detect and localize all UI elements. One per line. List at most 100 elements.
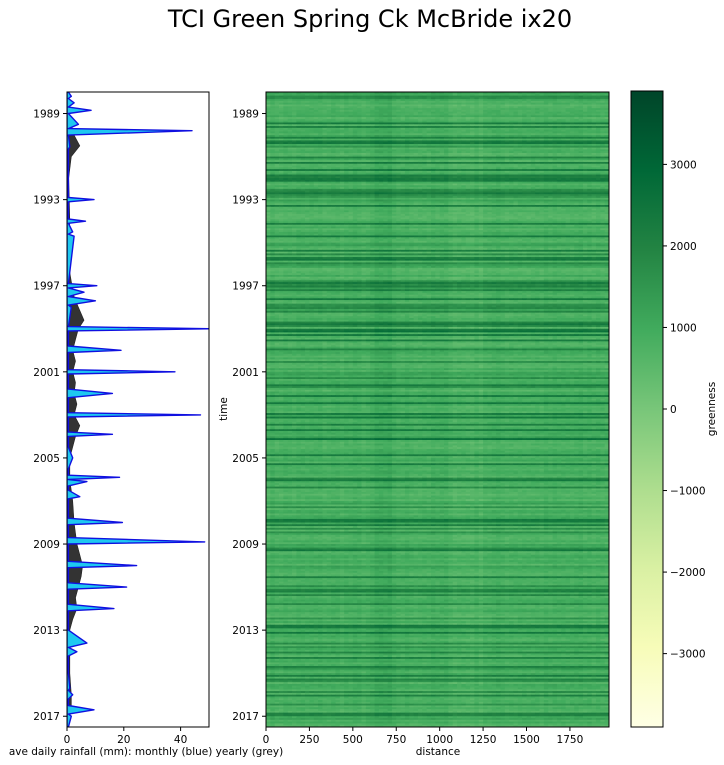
heatmap-cell: [417, 122, 423, 125]
heatmap-cell: [543, 92, 549, 95]
heatmap-cell: [357, 97, 362, 100]
heatmap-cell: [496, 147, 501, 150]
heatmap-cell: [522, 152, 527, 156]
heatmap-cell: [587, 100, 593, 104]
heatmap-cell: [430, 97, 436, 100]
heatmap-cell: [470, 147, 475, 150]
heatmap-cell: [383, 117, 388, 120]
heatmap-cell: [413, 145, 419, 148]
heatmap-cell: [496, 97, 501, 100]
heatmap-cell: [335, 106, 341, 109]
heatmap-cell: [569, 117, 575, 120]
heatmap-cell: [517, 124, 523, 127]
heatmap-cell: [496, 111, 501, 114]
heatmap-cell: [452, 92, 458, 95]
heatmap-cell: [591, 152, 597, 156]
heatmap-cell: [357, 95, 362, 98]
heatmap-cell: [513, 104, 519, 107]
heatmap-cell: [335, 100, 341, 104]
heatmap-cell: [569, 100, 575, 104]
heatmap-cell: [430, 152, 436, 156]
heatmap-cell: [513, 100, 519, 104]
heatmap-cell: [483, 111, 488, 114]
heatmap-cell: [478, 133, 484, 136]
heatmap-cell: [404, 158, 410, 161]
heatmap-cell: [378, 104, 384, 107]
heatmap-cell: [396, 109, 401, 113]
heatmap-cell: [426, 131, 432, 134]
heatmap-cell: [604, 145, 609, 148]
heatmap-cell: [283, 97, 289, 100]
heatmap-cell: [335, 154, 341, 157]
heatmap-cell: [487, 117, 493, 120]
heatmap-cell: [556, 142, 562, 145]
heatmap-cell: [365, 120, 371, 123]
heatmap-cell: [539, 129, 545, 132]
heatmap-cell: [292, 97, 297, 100]
heatmap-cell: [322, 99, 328, 102]
heatmap-cell: [396, 147, 401, 150]
heatmap-cell: [339, 100, 345, 104]
heatmap-cell: [526, 95, 532, 98]
heatmap-cell: [487, 160, 493, 163]
heatmap-cell: [391, 111, 397, 114]
heatmap-cell: [266, 124, 271, 127]
heatmap-cell: [496, 106, 501, 109]
heatmap-cell: [426, 113, 432, 116]
heatmap-cell: [266, 122, 271, 125]
heatmap-cell: [543, 154, 549, 157]
heatmap-cell: [292, 100, 297, 104]
heatmap-cell: [600, 104, 606, 107]
heatmap-cell: [370, 142, 375, 145]
heatmap-cell: [335, 138, 341, 141]
heatmap-cell: [504, 102, 510, 105]
heatmap-cell: [339, 124, 345, 127]
heatmap-cell: [400, 113, 406, 116]
heatmap-cell: [474, 138, 480, 141]
heatmap-cell: [587, 106, 593, 109]
heatmap-cell: [292, 147, 297, 150]
heatmap-cell: [335, 117, 341, 120]
heatmap-cell: [283, 111, 289, 114]
heatmap-cell: [361, 102, 367, 105]
heatmap-cell: [266, 152, 271, 156]
heatmap-cell: [600, 142, 606, 145]
heatmap-cell: [383, 129, 388, 132]
heatmap-cell: [274, 120, 280, 123]
heatmap-cell: [305, 144, 310, 147]
heatmap-cell: [270, 99, 276, 102]
heatmap-cell: [543, 147, 549, 150]
heatmap-cell: [292, 117, 297, 120]
heatmap-cell: [422, 131, 428, 134]
heatmap-cell: [457, 131, 462, 134]
heatmap-cell: [300, 133, 306, 136]
heatmap-cell: [378, 108, 384, 111]
heatmap-cell: [422, 158, 428, 161]
heatmap-cell: [296, 160, 302, 163]
heatmap-cell: [452, 149, 458, 152]
heatmap-cell: [400, 140, 406, 143]
heatmap-cell: [552, 108, 558, 111]
heatmap-cell: [270, 127, 276, 131]
heatmap-cell: [548, 129, 553, 132]
heatmap-cell: [448, 111, 454, 114]
heatmap-cell: [604, 127, 609, 131]
heatmap-cell: [439, 144, 445, 147]
heatmap-cell: [535, 152, 540, 156]
heatmap-cell: [383, 113, 388, 116]
heatmap-cell: [461, 126, 467, 129]
heatmap-cell: [279, 138, 284, 141]
heatmap-cell: [396, 95, 401, 98]
heatmap-cell: [309, 92, 315, 95]
heatmap-cell: [361, 92, 367, 95]
heatmap-cell: [313, 131, 319, 134]
heatmap-cell: [305, 106, 310, 109]
heatmap-cell: [604, 102, 609, 105]
heatmap-cell: [478, 99, 484, 102]
heatmap-cell: [274, 129, 280, 132]
heatmap-cell: [526, 120, 532, 123]
heatmap-cell: [387, 144, 393, 147]
heatmap-cell: [548, 140, 553, 143]
heatmap-cell: [417, 118, 423, 122]
heatmap-cell: [300, 109, 306, 113]
